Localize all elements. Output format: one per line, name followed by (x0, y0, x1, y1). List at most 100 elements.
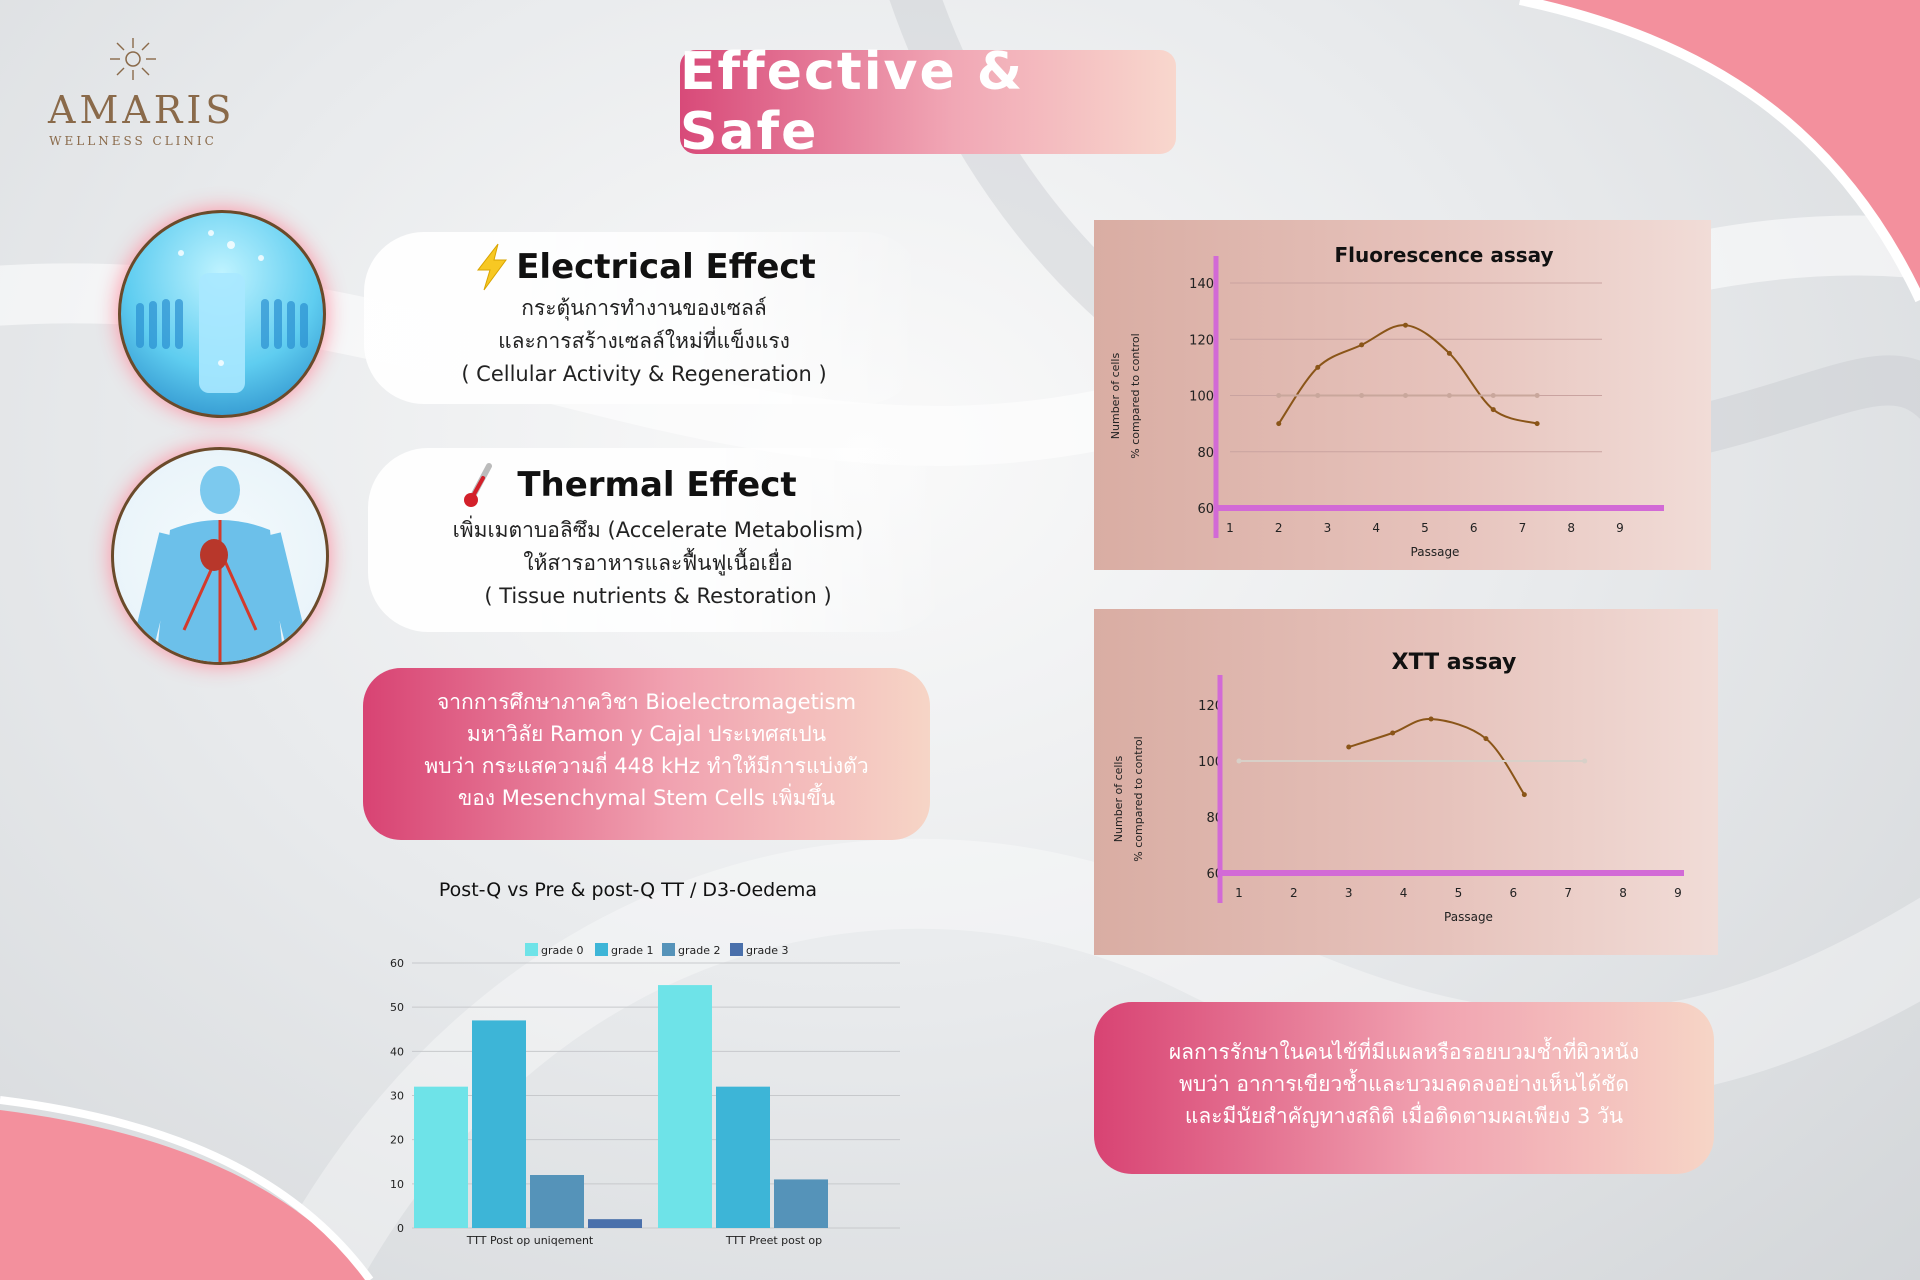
human-anatomy-image (111, 447, 329, 665)
legend-swatch-3 (730, 943, 743, 956)
lightning-icon (477, 243, 508, 291)
data-point-0-4 (1446, 350, 1452, 356)
data-point-0-1 (1390, 730, 1396, 736)
page-title: Effective & Safe (680, 42, 1176, 162)
data-point-1-1 (1315, 393, 1321, 398)
data-point-0-2 (1428, 716, 1434, 722)
x-tick-label-6: 7 (1564, 886, 1572, 900)
y-tick-label-2: 100 (1189, 390, 1214, 405)
thermal-effect-card: Thermal Effect เพิ่มเมตาบอลิซึม (Acceler… (368, 448, 948, 632)
thermal-effect-title: Thermal Effect (517, 465, 797, 505)
data-point-0-3 (1403, 322, 1408, 328)
y-tick-label-5: 50 (390, 1001, 404, 1014)
bar-1-0 (658, 985, 712, 1228)
x-tick-label-8: 9 (1616, 521, 1624, 535)
result-line-1: ผลการรักษาในคนไข้ที่มีแผลหรือรอยบวมช้ำที… (1168, 1040, 1640, 1064)
data-point-1-4 (1446, 393, 1452, 398)
x-tick-label-7: 8 (1619, 886, 1627, 900)
y-tick-label-3: 120 (1189, 333, 1214, 348)
thermal-line-1: เพิ่มเมตาบอลิซึม (Accelerate Metabolism) (452, 518, 864, 542)
data-point-0-4 (1521, 792, 1527, 798)
data-point-1-6 (1534, 393, 1540, 398)
data-point-0-0 (1346, 744, 1352, 750)
logo-subtitle: WELLNESS CLINIC (49, 134, 217, 148)
legend-label-3: grade 3 (746, 944, 789, 957)
y-tick-label-2: 100 (1198, 755, 1223, 770)
sun-logo-icon (110, 38, 156, 80)
y-axis-label-2: % compared to control (1132, 736, 1145, 861)
x-tick-label-1: 2 (1275, 521, 1283, 535)
legend-swatch-0 (525, 943, 538, 956)
x-tick-label-1: TTT Preet post op (725, 1234, 822, 1247)
x-tick-label-1: 2 (1290, 886, 1298, 900)
electrical-line-1: กระตุ้นการทำงานของเซลล์ (521, 296, 767, 320)
bar-0-0 (414, 1086, 468, 1228)
data-point-0-6 (1534, 421, 1540, 427)
x-tick-label-6: 7 (1519, 521, 1527, 535)
y-tick-label-4: 40 (390, 1045, 404, 1058)
x-tick-label-8: 9 (1674, 886, 1682, 900)
y-axis-label-1: Number of cells (1112, 756, 1125, 843)
thermal-line-3: ( Tissue nutrients & Restoration ) (484, 584, 832, 608)
x-tick-label-5: 6 (1470, 521, 1478, 535)
thermal-line-2: ให้สารอาหารและฟื้นฟูเนื้อเยื่อ (523, 551, 793, 575)
y-axis-label-2: % compared to control (1129, 333, 1142, 458)
data-point-1-2 (1359, 393, 1365, 398)
x-tick-label-0: 1 (1235, 886, 1243, 900)
x-axis-label: Passage (1444, 910, 1493, 924)
x-tick-label-3: 4 (1372, 521, 1380, 535)
y-tick-label-1: 80 (1197, 446, 1214, 461)
study-line-1: จากการศึกษาภาควิชา Bioelectromagetism (436, 690, 857, 714)
x-tick-label-5: 6 (1510, 886, 1518, 900)
data-point-0-5 (1490, 407, 1496, 413)
x-tick-label-7: 8 (1567, 521, 1575, 535)
y-tick-label-6: 60 (390, 957, 404, 970)
bar-1-2 (774, 1179, 828, 1228)
series-line-0 (1348, 717, 1526, 796)
chart-title: Fluorescence assay (1334, 243, 1553, 267)
data-point-0-1 (1315, 364, 1321, 370)
study-info-box: จากการศึกษาภาควิชา Bioelectromagetism มห… (363, 668, 930, 840)
legend-swatch-2 (662, 943, 675, 956)
y-tick-label-3: 30 (390, 1090, 404, 1103)
x-tick-label-0: 1 (1226, 521, 1234, 535)
x-tick-label-2: 3 (1345, 886, 1353, 900)
result-line-3: และมีนัยสำคัญทางสถิติ เมื่อติดตามผลเพียง… (1184, 1104, 1624, 1128)
logo-brand: AMARIS (48, 88, 236, 132)
corner-decoration-top-right (1518, 0, 1920, 303)
cell-membrane-image (118, 210, 326, 418)
result-info-box: ผลการรักษาในคนไข้ที่มีแผลหรือรอยบวมช้ำที… (1094, 1002, 1714, 1174)
oedema-bar-chart: Post-Q vs Pre & post-Q TT / D3-Oedema 0 10… (390, 879, 900, 1247)
study-line-3: พบว่า กระแสความถี่ 448 kHz ทำให้มีการแบ่… (424, 754, 869, 778)
y-tick-label-1: 10 (390, 1178, 404, 1191)
study-line-2: มหาวิลัย Ramon y Cajal ประเทศสเปน (466, 722, 827, 746)
series-line-0 (1277, 324, 1538, 425)
corner-decoration-bottom-left (0, 1096, 374, 1280)
legend-label-2: grade 2 (678, 944, 721, 957)
electrical-effect-title: Electrical Effect (516, 247, 816, 287)
y-tick-label-3: 120 (1198, 699, 1223, 714)
electrical-line-3: ( Cellular Activity & Regeneration ) (461, 362, 827, 386)
data-point-1-0 (1276, 393, 1282, 398)
legend-label-1: grade 1 (611, 944, 654, 957)
result-line-2: พบว่า อาการเขียวช้ำและบวมลดลงอย่างเห็นได… (1178, 1072, 1629, 1096)
data-point-0-3 (1483, 736, 1489, 742)
legend-swatch-1 (595, 943, 608, 956)
y-tick-label-4: 140 (1189, 277, 1214, 292)
x-axis-label: Passage (1411, 545, 1460, 559)
data-point-0-0 (1276, 421, 1282, 427)
x-tick-label-0: TTT Post op uniqement (466, 1234, 594, 1247)
x-tick-label-4: 5 (1455, 886, 1463, 900)
study-line-4: ของ Mesenchymal Stem Cells เพิ่มขึ้น (457, 786, 836, 810)
electrical-line-2: และการสร้างเซลล์ใหม่ที่แข็งแรง (498, 329, 790, 353)
x-tick-label-3: 4 (1400, 886, 1408, 900)
bar-1-1 (716, 1086, 770, 1228)
electrical-effect-card: Electrical Effect กระตุ้นการทำงานของเซลล… (364, 232, 924, 404)
x-tick-label-2: 3 (1324, 521, 1332, 535)
thermometer-icon (464, 463, 493, 507)
data-point-1-0 (1236, 758, 1242, 764)
fluorescence-chart: Fluorescence assay 60 80 100 120 140 1 2 3 4 5 6 7 8 9… (1109, 243, 1664, 559)
data-point-0-2 (1359, 342, 1365, 348)
y-tick-label-2: 20 (390, 1134, 404, 1147)
